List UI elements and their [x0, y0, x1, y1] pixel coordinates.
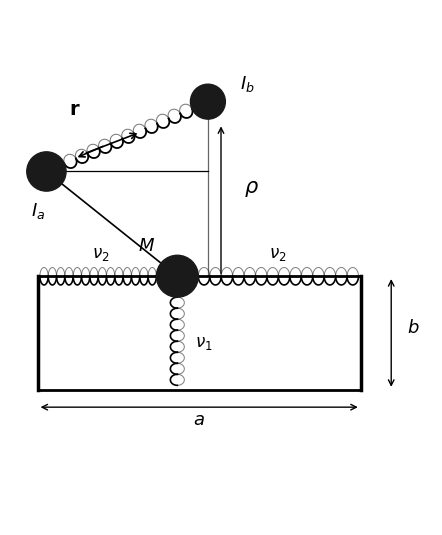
Text: $\nu_2$: $\nu_2$ [270, 246, 287, 263]
Text: $I_a$: $I_a$ [30, 201, 45, 221]
Circle shape [156, 255, 198, 297]
Text: $I_b$: $I_b$ [240, 74, 255, 94]
Text: $\rho$: $\rho$ [244, 179, 259, 199]
Text: $\mathbf{r}$: $\mathbf{r}$ [69, 100, 80, 119]
Text: $a$: $a$ [193, 411, 205, 429]
Circle shape [27, 152, 66, 191]
Text: $M$: $M$ [138, 236, 155, 255]
Text: $\nu_2$: $\nu_2$ [92, 246, 109, 263]
Circle shape [191, 84, 225, 119]
Text: $b$: $b$ [407, 319, 419, 337]
Text: $\nu_1$: $\nu_1$ [195, 334, 212, 353]
